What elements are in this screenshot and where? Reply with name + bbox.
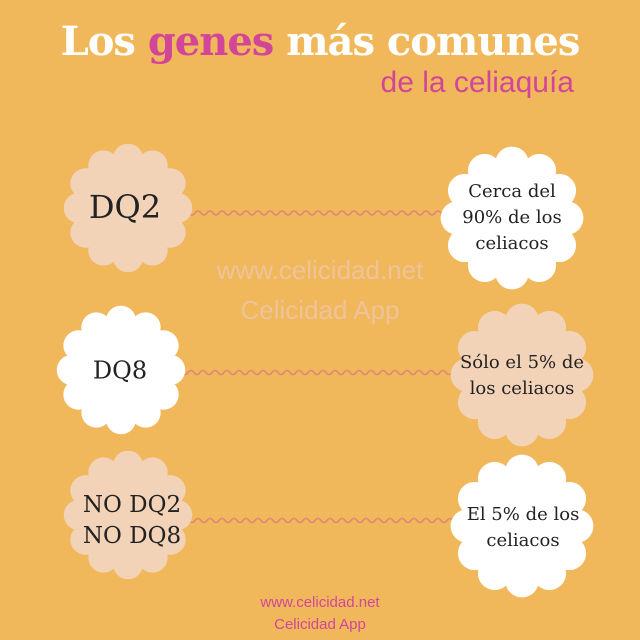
stat-badge-0-scallop (549, 201, 584, 235)
stat-badge-2 (464, 468, 580, 584)
footer-url: www.celicidad.net (260, 594, 380, 611)
gene-badge-2-scallop (137, 542, 168, 573)
stat-dq2: Cerca del 90% de los celiacos (462, 180, 562, 255)
stat-badge-1-scallop (457, 385, 492, 420)
gene-badge-0-scallop (137, 235, 168, 266)
stat-badge-0-scallop (522, 248, 557, 283)
wavy-connector-0 (182, 210, 448, 216)
gene-badge-0-scallop (88, 150, 119, 181)
subtitle: de la celiaquía (380, 66, 574, 99)
watermark-app: Celicidad App (240, 295, 400, 325)
gene-badge-0-scallop (112, 143, 144, 174)
stat-dq8: Sólo el 5% de los celiacos (459, 351, 585, 399)
stat-badge-0-scallop (440, 201, 475, 235)
title: Los genes más comunes (60, 18, 581, 65)
gene-badge-2-scallop (88, 457, 119, 488)
gene-badge-2-scallop (70, 524, 101, 555)
stat-badge-0-scallop (542, 173, 577, 208)
gene-badge-2-scallop (112, 450, 144, 481)
gene-badge-2-scallop (155, 475, 186, 506)
stat-badge-1-scallop (450, 358, 485, 392)
gene-dq2: DQ2 (88, 187, 162, 226)
gene-badge-1-scallop (105, 305, 137, 336)
stat-badge-1-scallop (532, 405, 567, 440)
gene-badge-2-scallop (112, 549, 144, 580)
gene-badge-2-scallop (63, 499, 94, 531)
gene-dq8: DQ8 (92, 356, 148, 385)
gene-badge-1-scallop (105, 404, 137, 435)
gene-badge-2-scallop (162, 499, 193, 531)
stat-badge-0 (454, 160, 570, 276)
stat-badge-1-scallop (552, 330, 587, 365)
gene-badge-0 (76, 156, 180, 260)
gene-badge-1-scallop (56, 354, 87, 386)
stat-badge-1 (464, 317, 580, 433)
gene-badge-1-scallop (130, 397, 161, 428)
gene-badge-1-scallop (155, 354, 186, 386)
stat-badge-2-scallop (532, 556, 567, 591)
stat-badge-0-scallop (467, 153, 502, 188)
stat-badge-2-scallop (505, 563, 539, 598)
stat-badge-0-scallop (447, 228, 482, 263)
gene-badge-0-scallop (63, 192, 94, 224)
stat-badge-0-scallop (495, 146, 529, 181)
stat-badge-2-scallop (559, 509, 594, 543)
stat-badge-2-scallop (477, 461, 512, 496)
gene-badge-0-scallop (162, 192, 193, 224)
wavy-connector-2 (182, 517, 460, 524)
gene-badge-0-scallop (112, 242, 144, 273)
gene-badge-2 (76, 463, 180, 567)
stat-badge-0-scallop (495, 255, 529, 290)
stat-badge-1-scallop (505, 303, 539, 338)
wavy-connector-1 (175, 369, 465, 376)
stat-badge-2-scallop (457, 536, 492, 571)
gene-badge-1-scallop (81, 312, 112, 343)
stat-badge-1-scallop (477, 310, 512, 345)
gene-badge-1 (69, 318, 173, 422)
stat-badge-2-scallop (505, 454, 539, 489)
gene-badge-0-scallop (70, 217, 101, 248)
gene-badge-1-scallop (148, 330, 179, 361)
stat-no-dq2-dq8: El 5% de los celiacos (466, 503, 580, 551)
stat-badge-1-scallop (505, 412, 539, 447)
stat-badge-2-scallop (450, 509, 485, 543)
gene-no-dq2-dq8: NO DQ2 NO DQ8 (82, 491, 182, 549)
gene-badge-0-scallop (155, 168, 186, 199)
footer-app: Celicidad App (274, 616, 366, 633)
watermark-url: www.celicidad.net (216, 255, 424, 285)
gene-badge-1-scallop (63, 379, 94, 410)
stat-badge-2-scallop (552, 481, 587, 516)
stat-badge-1-scallop (559, 358, 594, 392)
